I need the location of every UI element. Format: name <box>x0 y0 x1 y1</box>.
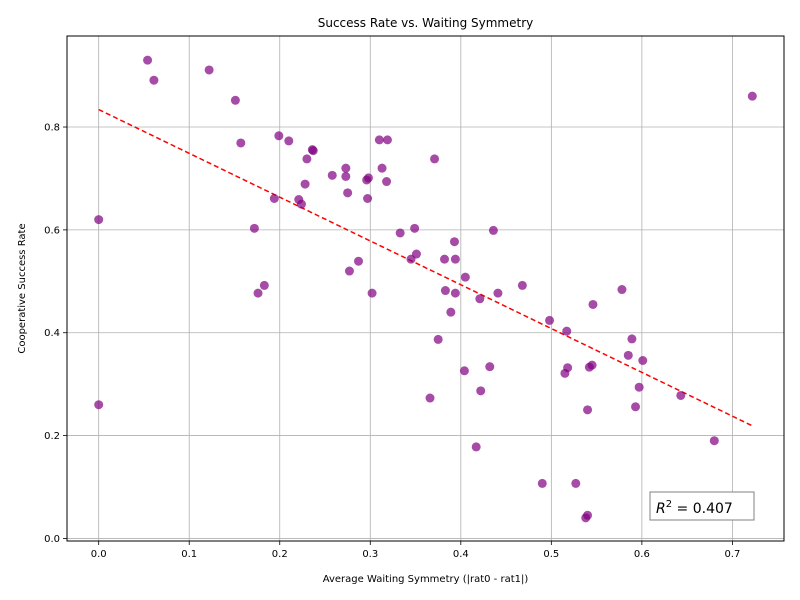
data-point <box>449 237 459 247</box>
data-point <box>476 386 486 396</box>
data-point <box>259 280 269 290</box>
data-point <box>571 478 581 488</box>
data-point <box>230 95 240 105</box>
y-axis-ticks: 0.0 0.2 0.4 0.6 0.8 <box>44 123 67 545</box>
data-point <box>382 135 392 145</box>
data-point <box>341 171 351 181</box>
data-point <box>517 280 527 290</box>
data-point <box>485 362 495 372</box>
annotation-superscript: 2 <box>666 499 672 510</box>
y-tick-label: 0.4 <box>44 328 60 339</box>
data-point <box>253 288 263 298</box>
x-tick-label: 0.1 <box>181 549 197 560</box>
annotation-value: = 0.407 <box>672 501 733 517</box>
x-tick-label: 0.2 <box>272 549 288 560</box>
data-point <box>460 272 470 282</box>
data-point <box>587 360 597 370</box>
data-point <box>425 393 435 403</box>
data-point <box>623 350 633 360</box>
data-point <box>631 402 641 412</box>
data-point <box>149 75 159 85</box>
data-point <box>143 55 153 65</box>
r-squared-annotation: R2 = 0.407 <box>649 491 755 521</box>
data-point <box>562 326 572 336</box>
data-point <box>627 334 637 344</box>
data-point <box>94 215 104 225</box>
data-point <box>488 225 498 235</box>
data-point <box>354 256 364 266</box>
data-point <box>617 285 627 295</box>
data-point <box>545 315 555 325</box>
annotation-box <box>649 491 755 521</box>
data-point <box>327 170 337 180</box>
data-point <box>433 334 443 344</box>
data-point <box>537 478 547 488</box>
data-point <box>363 173 373 183</box>
data-point <box>284 136 294 146</box>
x-tick-label: 0.3 <box>362 549 378 560</box>
trendline-group <box>98 108 753 427</box>
data-point <box>363 194 373 204</box>
data-point <box>236 138 246 148</box>
data-point <box>274 131 284 141</box>
data-point <box>583 510 593 520</box>
x-tick-label: 0.0 <box>91 549 107 560</box>
data-point <box>440 254 450 264</box>
annotation-text: R2 = 0.407 <box>656 499 733 517</box>
data-point <box>204 65 214 75</box>
x-tick-label: 0.7 <box>724 549 740 560</box>
data-point <box>709 436 719 446</box>
data-point <box>343 188 353 198</box>
data-point <box>341 163 351 173</box>
data-point <box>446 307 456 317</box>
data-point <box>583 405 593 415</box>
data-point <box>94 400 104 410</box>
x-tick-label: 0.4 <box>453 549 469 560</box>
x-tick-label: 0.5 <box>543 549 559 560</box>
x-tick-label: 0.6 <box>634 549 650 560</box>
y-tick-label: 0.0 <box>44 534 60 545</box>
y-tick-label: 0.8 <box>44 123 60 134</box>
data-point <box>747 91 757 101</box>
trend-line <box>98 108 753 427</box>
data-point <box>302 154 312 164</box>
data-points <box>94 55 757 523</box>
data-point <box>440 286 450 296</box>
x-axis-label: Average Waiting Symmetry (|rat0 - rat1|) <box>323 574 529 585</box>
data-point <box>676 390 686 400</box>
data-point <box>382 177 392 187</box>
data-point <box>410 223 420 233</box>
data-point <box>249 223 259 233</box>
data-point <box>459 366 469 376</box>
data-point <box>450 288 460 298</box>
data-point <box>588 299 598 309</box>
data-point <box>395 228 405 238</box>
data-point <box>367 288 377 298</box>
data-point <box>475 294 485 304</box>
data-point <box>430 154 440 164</box>
y-tick-label: 0.6 <box>44 225 60 236</box>
annotation-prefix: R <box>656 501 666 517</box>
data-point <box>374 135 384 145</box>
data-point <box>344 266 354 276</box>
data-point <box>563 363 573 373</box>
data-point <box>493 288 503 298</box>
data-point <box>308 146 318 156</box>
data-point <box>300 179 310 189</box>
chart-title: Success Rate vs. Waiting Symmetry <box>318 16 534 30</box>
y-tick-label: 0.2 <box>44 431 60 442</box>
y-axis-label: Cooperative Success Rate <box>17 223 28 353</box>
x-axis-ticks: 0.0 0.1 0.2 0.3 0.4 0.5 0.6 0.7 <box>91 541 740 560</box>
data-point <box>411 249 421 259</box>
plot-frame <box>66 35 785 542</box>
data-point <box>634 382 644 392</box>
data-point <box>471 442 481 452</box>
grid-lines <box>67 36 784 541</box>
data-point <box>377 163 387 173</box>
data-point <box>638 355 648 365</box>
data-point <box>269 194 279 204</box>
data-point <box>296 199 306 209</box>
data-point <box>450 254 460 264</box>
